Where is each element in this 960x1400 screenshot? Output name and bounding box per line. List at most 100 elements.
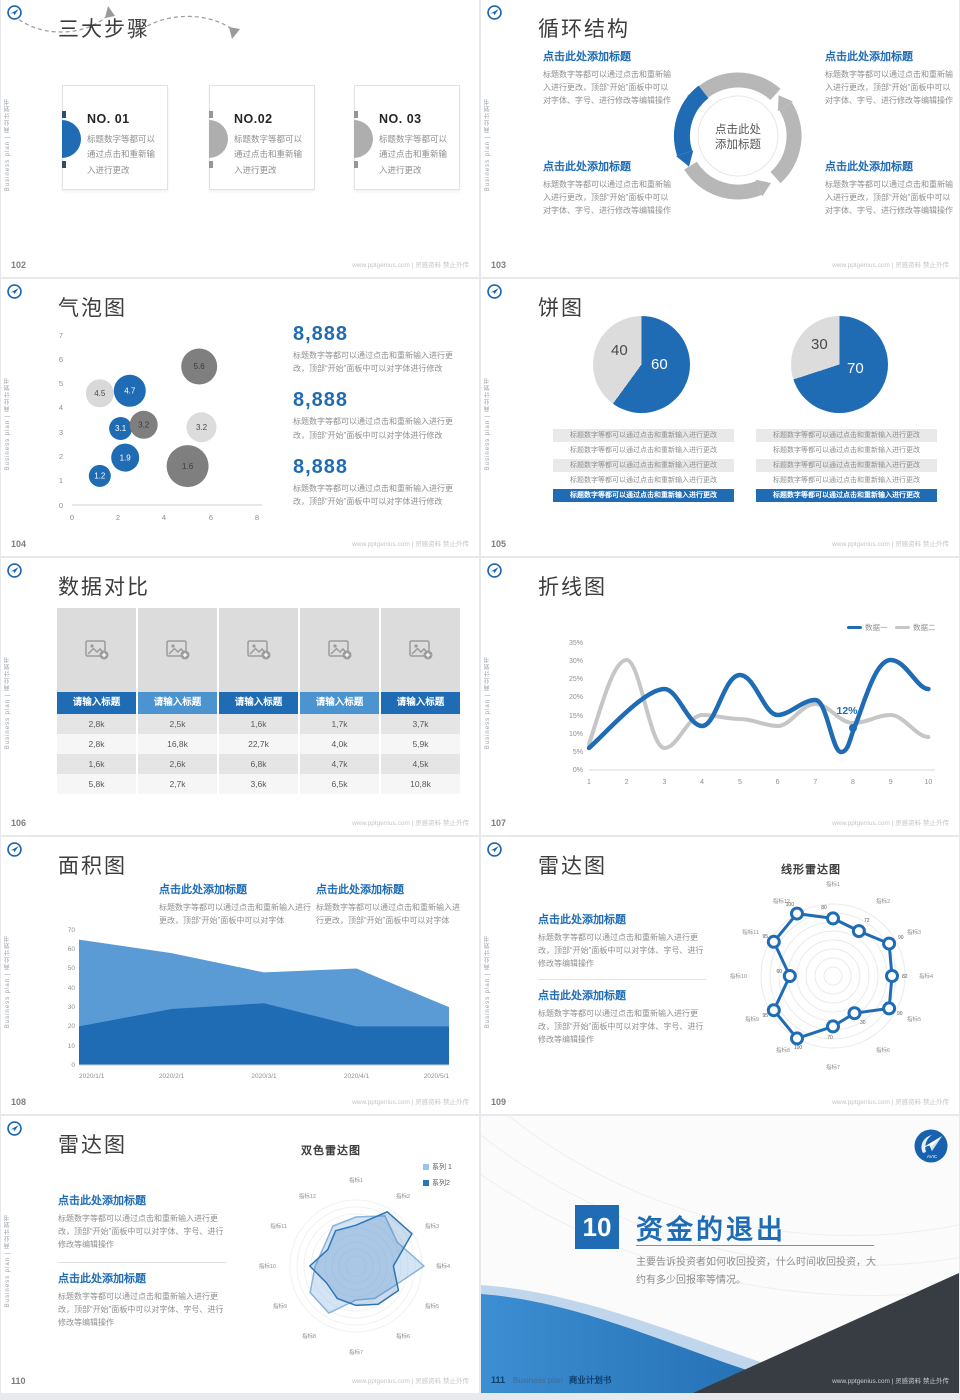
- section-body: 主要告诉投资者如何收回投资，什么时间收回投资，大约有多少回报率等情况。: [636, 1257, 876, 1286]
- svg-text:指标7: 指标7: [349, 1348, 363, 1356]
- svg-text:95: 95: [762, 934, 768, 940]
- svg-text:70: 70: [827, 1035, 833, 1041]
- footer-watermark: www.pptgenius.com | 灵感资料 禁止外传: [352, 262, 469, 269]
- x-tick: 9: [889, 779, 893, 786]
- data-point-label: 12%: [836, 705, 858, 717]
- x-tick: 2020/5/1: [424, 1073, 450, 1080]
- slide-110-radar-dual: Business plan | 商业计划书 雷达图 双色雷达图 系列 1 系列2…: [1, 1116, 479, 1393]
- x-tick: 2020/4/1: [344, 1073, 370, 1080]
- image-placeholder: [219, 608, 298, 692]
- chart-subtitle: 双色雷达图: [301, 1145, 361, 1157]
- bubble-chart: 7 6 5 4 3 2 1 0 0 2 4 6 8 4.5 4.7 5.6 3.…: [59, 331, 262, 522]
- list-item: 标题数字等都可以通过点击和重新输入进行更改: [773, 447, 920, 454]
- half-circle-marker-icon: [209, 120, 228, 158]
- legend-label: 数据二: [913, 623, 936, 632]
- svg-text:90: 90: [897, 1011, 903, 1017]
- table-cell: 1,6k: [57, 754, 136, 774]
- block-heading: 点击此处添加标题: [159, 884, 247, 896]
- footer-watermark: www.pptgenius.com | 灵感资料 禁止外传: [352, 820, 469, 827]
- x-tick: 1: [587, 779, 591, 786]
- table-cell: 22,7k: [219, 734, 298, 754]
- notch-icon: [62, 161, 66, 168]
- brand-en: Business plan: [513, 1376, 563, 1385]
- x-tick: 5: [738, 779, 742, 786]
- column-header: 请输入标题: [138, 692, 217, 714]
- y-tick: 20%: [569, 694, 583, 701]
- radar-text-block: 点击此处添加标题 标题数字等都可以通过点击和重新输入进行更改，顶部“开始”面板中…: [58, 1192, 226, 1252]
- image-placeholder: [138, 608, 217, 692]
- slide-title: 雷达图: [58, 1134, 127, 1157]
- list-item: 标题数字等都可以通过点击和重新输入进行更改: [756, 459, 937, 472]
- svg-text:指标3: 指标3: [907, 928, 921, 936]
- footer-watermark: www.pptgenius.com | 灵感资料 禁止外传: [832, 1099, 949, 1106]
- y-tick: 10: [68, 1043, 76, 1050]
- table-cell: 16,8k: [138, 734, 217, 754]
- legend-item-series1: 数据一: [847, 622, 888, 633]
- image-placeholder: [300, 608, 379, 692]
- footer-watermark: www.pptgenius.com | 灵感资料 禁止外传: [352, 1378, 469, 1385]
- chart-subtitle: 线形雷达图: [781, 864, 841, 876]
- stat-value: 8,888: [293, 455, 349, 478]
- stat-value: 8,888: [293, 389, 349, 412]
- table-cell: 6,8k: [219, 754, 298, 774]
- slide-105-pie-chart: Business plan | 商业计划书 饼图 60 40 70 30 标题数…: [481, 279, 959, 556]
- y-tick: 7: [59, 331, 63, 340]
- brand-logo-icon: [7, 284, 22, 299]
- footer-watermark: www.pptgenius.com | 灵感资料 禁止外传: [352, 1099, 469, 1106]
- footer-watermark: www.pptgenius.com | 灵感资料 禁止外传: [352, 541, 469, 548]
- bubble: 1.2: [88, 464, 111, 487]
- brand-logo-icon: [7, 1121, 22, 1136]
- table-cell: 1,6k: [219, 714, 298, 734]
- block-heading: 点击此处添加标题: [825, 161, 913, 173]
- footer-swoosh-graphic: [481, 1273, 959, 1393]
- bubble: 1.6: [166, 445, 209, 488]
- slide-103-cycle: Business plan | 商业计划书 循环结构 点击此处添加标题 标题数字…: [481, 0, 959, 277]
- cycle-text-block: 点击此处添加标题 标题数字等都可以通过点击和重新输入进行更改，顶部“开始”面板中…: [543, 48, 676, 108]
- block-body: 标题数字等都可以通过点击和重新输入进行更改，顶部“开始”面板中可以对字体、字号、…: [825, 70, 953, 106]
- block-body: 标题数字等都可以通过点击和重新输入进行更改，顶部“开始”面板中可以对字体、字号、…: [825, 180, 953, 216]
- footer-watermark: www.pptgenius.com | 灵感资料 禁止外传: [832, 820, 949, 827]
- image-add-icon: [84, 640, 108, 660]
- table-cell: 4,5k: [381, 754, 460, 774]
- block-heading: 点击此处添加标题: [316, 884, 404, 896]
- table-cell: 2,8k: [57, 734, 136, 754]
- list-item: 标题数字等都可以通过点击和重新输入进行更改: [756, 429, 937, 442]
- series1-line: [586, 657, 931, 755]
- table-column: 请输入标题 1,7k 4,0k 4,7k 6,5k: [300, 608, 379, 794]
- svg-text:80: 80: [821, 905, 827, 911]
- divider: [538, 979, 706, 980]
- list-item: 标题数字等都可以通过点击和重新输入进行更改: [553, 459, 734, 472]
- area-text-block: 点击此处添加标题 标题数字等都可以通过点击和重新输入进行更改，顶部“开始”面板中…: [316, 881, 466, 927]
- legend-item-series2: 系列2: [423, 1178, 450, 1188]
- table-column: 请输入标题 2,8k 2,8k 1,6k 5,8k: [57, 608, 136, 794]
- step-number: NO.02: [234, 112, 273, 126]
- svg-text:指标1: 指标1: [826, 880, 840, 888]
- series2-line: [587, 657, 931, 751]
- footer-brand: 111 Business plan 商业计划书: [491, 1374, 611, 1386]
- sidebar-vertical-text: Business plan | 商业计划书: [485, 656, 491, 750]
- y-tick: 30%: [569, 658, 583, 665]
- table-cell: 2,7k: [138, 774, 217, 794]
- radar-grid: [289, 1199, 423, 1333]
- brand-logo-icon: [487, 563, 502, 578]
- page-number: 104: [11, 539, 27, 549]
- x-tick: 2: [625, 779, 629, 786]
- data-point-marker: [849, 724, 857, 732]
- notch-icon: [209, 161, 213, 168]
- slide-108-area-chart: Business plan | 商业计划书 面积图 点击此处添加标题 标题数字等…: [1, 837, 479, 1114]
- slide-title: 雷达图: [538, 855, 607, 878]
- x-tick: 2: [116, 513, 120, 522]
- radar-text-block: 点击此处添加标题 标题数字等都可以通过点击和重新输入进行更改，顶部“开始”面板中…: [538, 987, 706, 1047]
- section-title: 资金的退出: [636, 1215, 786, 1245]
- svg-text:指标10: 指标10: [730, 972, 747, 980]
- stat-list: 8,888 标题数字等都可以通过点击和重新输入进行更改，顶部“开始”面板中可以对…: [293, 323, 465, 522]
- stat-body: 标题数字等都可以通过点击和重新输入进行更改，顶部“开始”面板中可以对字体进行修改: [293, 417, 453, 440]
- radar-text-block: 点击此处添加标题 标题数字等都可以通过点击和重新输入进行更改，顶部“开始”面板中…: [538, 911, 706, 971]
- page-number: 102: [11, 260, 27, 270]
- step-number: NO. 01: [87, 112, 130, 126]
- table-cell: 3,6k: [219, 774, 298, 794]
- brand-logo-icon: [487, 284, 502, 299]
- block-heading: 点击此处添加标题: [825, 51, 913, 63]
- y-tick: 5: [59, 379, 63, 388]
- divider: [58, 1262, 226, 1263]
